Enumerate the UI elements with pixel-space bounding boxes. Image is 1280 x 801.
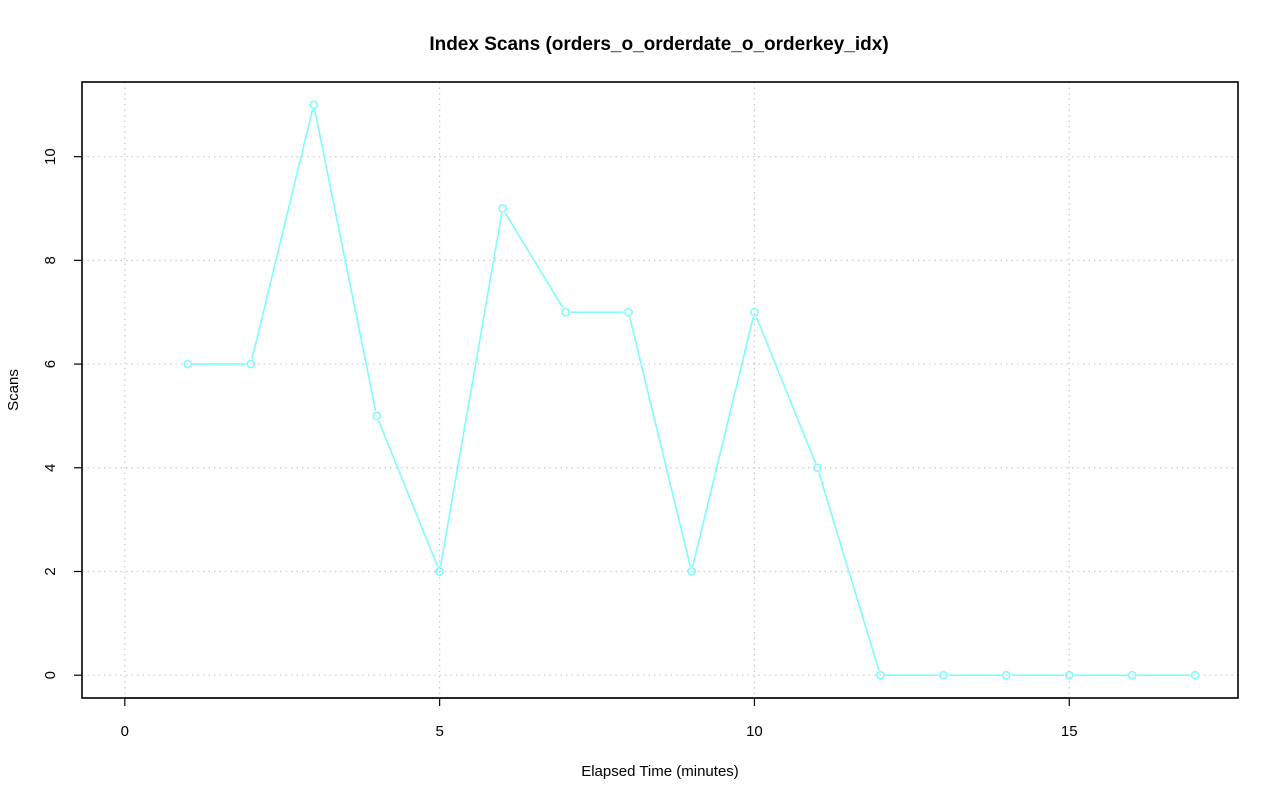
data-point	[938, 670, 948, 680]
data-point	[435, 567, 445, 576]
x-tick-label: 10	[746, 723, 763, 740]
data-point	[1001, 670, 1011, 680]
series-segment	[313, 109, 377, 412]
data-point	[246, 359, 256, 369]
y-tick-label: 0	[42, 671, 59, 679]
chart-title: Index Scans (orders_o_orderdate_o_orderk…	[429, 34, 888, 55]
x-axis-label: Elapsed Time (minutes)	[581, 763, 739, 780]
data-point	[624, 307, 633, 317]
series-segment	[504, 212, 564, 309]
x-tick-label: 0	[121, 723, 129, 740]
y-axis: 0 2 4 6 8 10	[42, 148, 82, 679]
data-point	[687, 567, 696, 576]
y-axis-label: Scans	[5, 369, 22, 411]
data-point	[875, 670, 885, 680]
x-axis: 0 5 10 15	[121, 697, 1078, 740]
data-point	[309, 100, 319, 110]
data-point	[1127, 670, 1137, 680]
x-tick-label: 15	[1061, 723, 1078, 740]
series-segment	[755, 316, 817, 464]
series-segment	[251, 109, 314, 360]
series-segment	[377, 420, 439, 568]
y-tick-label: 4	[42, 464, 59, 472]
series-segment	[628, 316, 692, 567]
data-point	[1064, 670, 1074, 680]
data-point	[750, 307, 759, 317]
data-point	[372, 411, 382, 421]
data-point	[813, 463, 822, 473]
series-segment	[691, 316, 755, 567]
y-tick-label: 10	[42, 148, 59, 165]
data-point	[498, 204, 507, 213]
data-point	[183, 359, 193, 369]
series-segment	[439, 213, 503, 567]
series-layer	[183, 100, 1200, 680]
y-tick-label: 6	[42, 360, 59, 368]
data-point	[1190, 670, 1200, 680]
series-segment	[818, 472, 880, 671]
data-point	[561, 307, 570, 317]
x-tick-label: 5	[435, 723, 443, 740]
y-tick-label: 2	[42, 567, 59, 575]
y-tick-label: 8	[42, 256, 59, 264]
